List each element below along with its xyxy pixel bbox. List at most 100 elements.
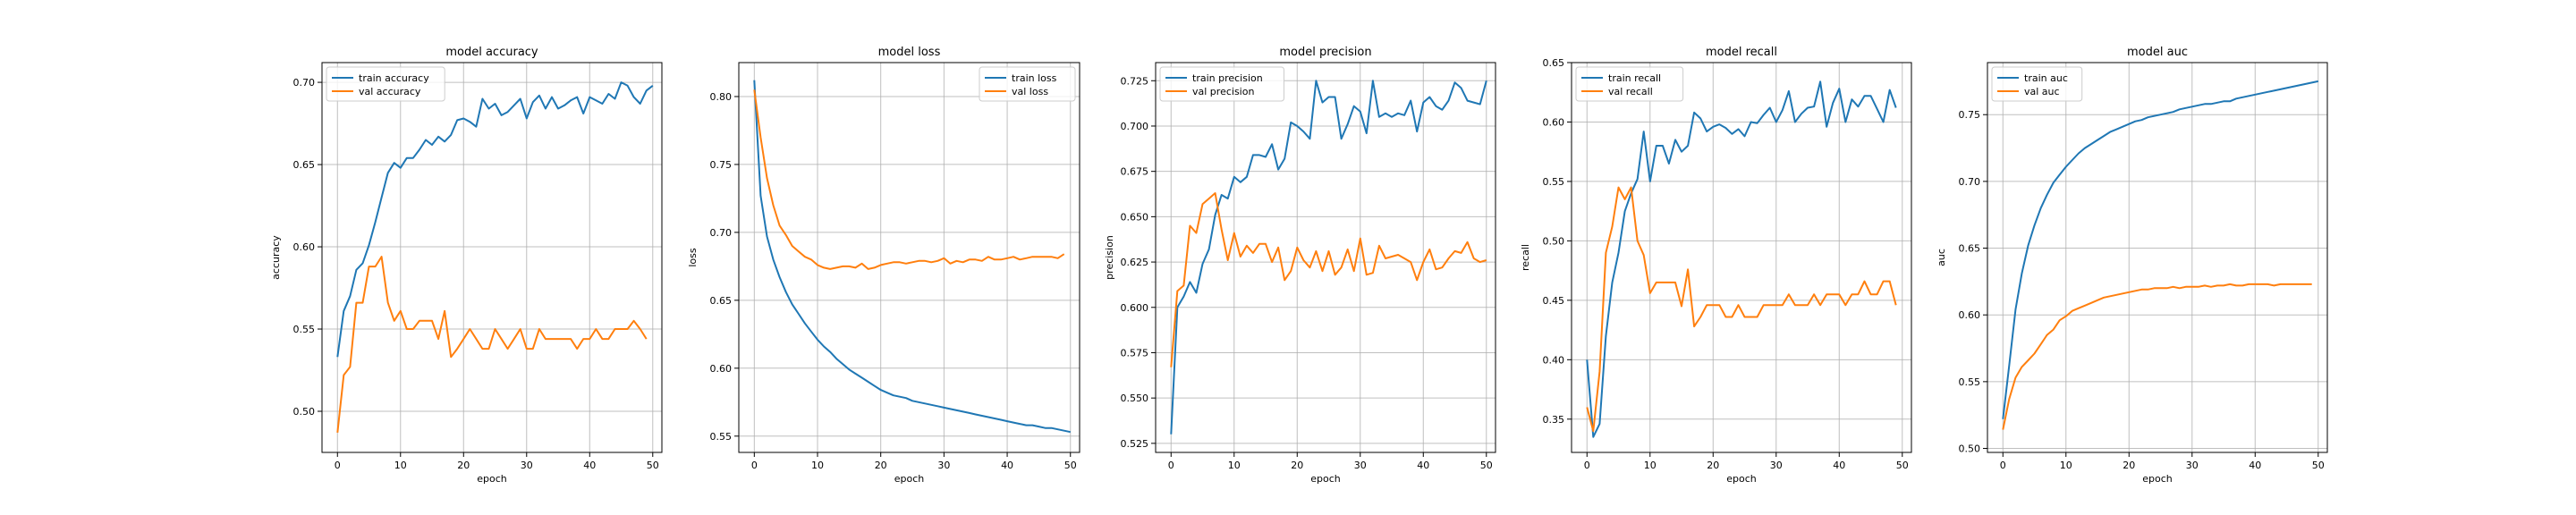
legend-label: val accuracy (359, 86, 421, 97)
x-tick-label: 40 (2249, 460, 2261, 471)
x-tick-label: 40 (1833, 460, 1845, 471)
y-tick-label: 0.525 (1121, 438, 1149, 450)
y-tick-label: 0.65 (710, 295, 733, 307)
x-tick-label: 20 (2123, 460, 2135, 471)
x-tick-label: 0 (1168, 460, 1174, 471)
x-axis-label: epoch (1726, 473, 1757, 485)
x-axis-label: epoch (477, 473, 507, 485)
y-tick-label: 0.55 (1959, 376, 1981, 388)
y-tick-label: 0.675 (1121, 166, 1149, 178)
y-tick-label: 0.55 (293, 324, 316, 335)
chart-panel: 0 10 20 30 40 50 0.35 0.40 0.45 0.50 0.55 0.60 0.65 m… (1520, 46, 1912, 485)
series-line (753, 89, 1065, 270)
plot-frame (1155, 62, 1496, 453)
x-tick-label: 30 (937, 460, 950, 471)
y-axis-label: accuracy (270, 235, 282, 280)
x-tick-label: 0 (335, 460, 341, 471)
y-tick-label: 0.70 (293, 77, 316, 89)
y-tick-label: 0.50 (293, 406, 316, 418)
y-tick-label: 0.50 (1543, 235, 1565, 247)
legend-label: train accuracy (359, 72, 429, 84)
legend-label: train loss (1012, 72, 1057, 84)
y-tick-label: 0.625 (1121, 257, 1149, 268)
y-tick-label: 0.60 (293, 241, 316, 253)
x-axis-label: epoch (894, 473, 925, 485)
x-tick-label: 0 (1584, 460, 1590, 471)
y-tick-label: 0.75 (710, 159, 733, 171)
legend-label: train auc (2024, 72, 2068, 84)
x-tick-label: 20 (457, 460, 470, 471)
x-tick-label: 50 (1896, 460, 1909, 471)
legend-box (1991, 66, 2083, 102)
x-tick-label: 30 (1770, 460, 1783, 471)
x-tick-label: 50 (1480, 460, 1493, 471)
y-tick-label: 0.600 (1121, 302, 1149, 314)
y-axis-label: recall (1520, 244, 1531, 271)
chart-panel: 0 10 20 30 40 50 0.50 0.55 0.60 0.65 0.70 0.75 model… (1936, 46, 2328, 485)
y-axis-label: precision (1104, 235, 1115, 280)
y-tick-label: 0.60 (1959, 309, 1981, 321)
y-tick-label: 0.40 (1543, 354, 1565, 366)
y-tick-label: 0.80 (710, 91, 733, 103)
legend: train loss val loss (979, 66, 1076, 102)
series-line (336, 256, 648, 434)
x-tick-label: 0 (2000, 460, 2006, 471)
y-tick-label: 0.650 (1121, 211, 1149, 223)
x-tick-label: 10 (394, 460, 407, 471)
y-tick-label: 0.50 (1959, 443, 1981, 455)
legend-box (979, 66, 1076, 102)
y-tick-label: 0.725 (1121, 75, 1149, 87)
y-tick-label: 0.550 (1121, 393, 1149, 404)
chart-panel: 0 10 20 30 40 50 0.55 0.60 0.65 0.70 0.75 0.80 model… (687, 46, 1080, 485)
y-tick-label: 0.60 (1543, 116, 1565, 128)
x-tick-label: 40 (1001, 460, 1013, 471)
y-tick-label: 0.65 (1543, 57, 1565, 69)
series-line (753, 80, 1072, 434)
y-tick-label: 0.575 (1121, 347, 1149, 359)
legend-box (1159, 66, 1284, 102)
x-tick-label: 40 (583, 460, 596, 471)
x-tick-label: 10 (2060, 460, 2072, 471)
chart-title: model auc (2127, 46, 2188, 59)
x-tick-label: 10 (1228, 460, 1241, 471)
plot-frame (1987, 62, 2328, 453)
chart-title: model accuracy (445, 46, 538, 59)
y-tick-label: 0.700 (1121, 121, 1149, 132)
x-tick-label: 50 (647, 460, 659, 471)
y-tick-label: 0.60 (710, 363, 733, 375)
series-line (2002, 80, 2319, 419)
y-tick-label: 0.55 (1543, 176, 1565, 188)
chart-panel: 0 10 20 30 40 50 0.525 0.550 0.575 0.600 0.625 0.65… (1104, 46, 1496, 485)
legend: train auc val auc (1991, 66, 2083, 102)
y-tick-label: 0.55 (710, 431, 733, 443)
series-line (336, 81, 654, 358)
legend-box (1575, 66, 1684, 102)
legend-label: val recall (1608, 86, 1653, 97)
x-tick-label: 20 (1707, 460, 1719, 471)
plot-frame (321, 62, 663, 453)
series-line (1586, 186, 1897, 433)
legend: train accuracy val accuracy (326, 66, 445, 102)
y-tick-label: 0.75 (1959, 109, 1981, 121)
x-tick-label: 30 (1354, 460, 1367, 471)
chart-title: model loss (878, 46, 941, 59)
y-tick-label: 0.65 (1959, 243, 1981, 255)
series-line (1170, 192, 1487, 367)
x-tick-label: 50 (1064, 460, 1077, 471)
legend-label: train recall (1608, 72, 1661, 84)
x-tick-label: 0 (751, 460, 758, 471)
plot-frame (738, 62, 1080, 453)
x-tick-label: 10 (811, 460, 824, 471)
legend: train recall val recall (1575, 66, 1684, 102)
x-tick-label: 20 (875, 460, 887, 471)
x-tick-label: 50 (2312, 460, 2325, 471)
legend-label: val auc (2024, 86, 2060, 97)
x-axis-label: epoch (1310, 473, 1341, 485)
x-tick-label: 10 (1644, 460, 1657, 471)
y-tick-label: 0.70 (710, 227, 733, 239)
x-tick-label: 20 (1291, 460, 1303, 471)
series-line (2002, 283, 2312, 430)
legend-box (326, 66, 445, 102)
chart-title: model recall (1706, 46, 1777, 59)
